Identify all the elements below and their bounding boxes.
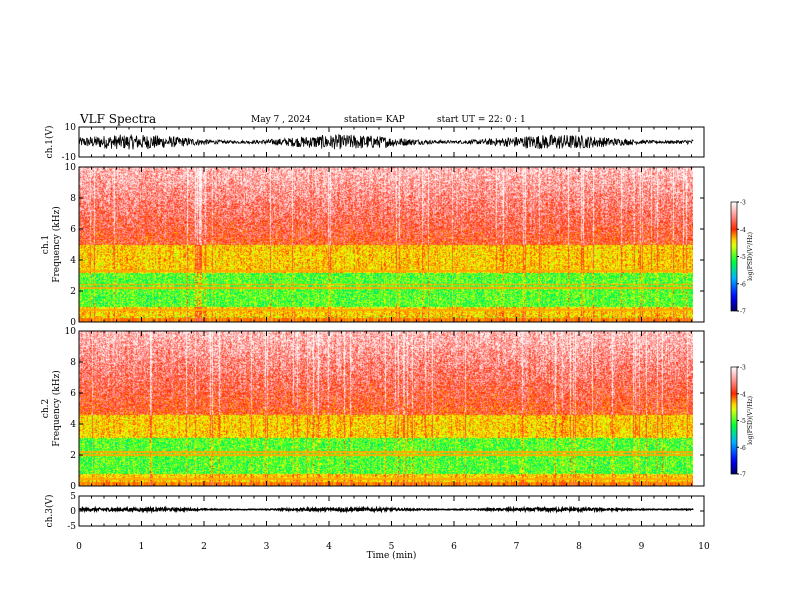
ch3-waveform-ytick-label: 0 [70, 507, 76, 517]
ch2-spectrogram-ytick-label: 2 [70, 451, 76, 461]
ch2-spectrogram-ylabel: Frequency (kHz) [51, 370, 62, 447]
ch2-spectrogram-image [79, 331, 693, 486]
xtick-label: 4 [326, 542, 332, 552]
ch1-spectrogram-ytick-label: 8 [70, 194, 76, 204]
xtick-label: 5 [389, 542, 395, 552]
ch1-spectrogram-colorbar [730, 201, 738, 312]
ch1-spectrogram-ytick-label: 10 [65, 163, 77, 173]
xtick-label: 7 [514, 542, 520, 552]
ch2-spectrogram-ytick-label: 0 [70, 482, 76, 492]
ch2-spectrogram-colorbar [730, 366, 738, 475]
ch3-waveform-trace [78, 505, 694, 514]
ch1-spectrogram-colorbar-tick-label: -7 [740, 309, 746, 316]
xtick-label: 3 [264, 542, 270, 552]
ch2-spectrogram-ytick-label: 6 [70, 389, 76, 399]
ch1-spectrogram-ytick-label: 2 [70, 287, 76, 297]
xtick-label: 10 [698, 542, 710, 552]
ch2-spectrogram-colorbar-tick-label: -5 [740, 418, 746, 425]
ch1-spectrogram-ytick-label: 6 [70, 225, 76, 235]
ch1-waveform-ylabel: ch.1(V) [44, 126, 55, 159]
ch1-waveform-ytick-label: -10 [62, 153, 77, 163]
plots-layer [78, 133, 694, 514]
x-axis-label: Time (min) [367, 550, 417, 561]
ch1-waveform-trace [78, 133, 694, 150]
ch1-spectrogram-colorbar-label: log(PSD)(V²/Hz) [747, 232, 754, 281]
station-label: station= KAP [344, 115, 405, 125]
xtick-label: 1 [139, 542, 145, 552]
ch1-spectrogram-colorbar-tick-label: -6 [740, 281, 746, 288]
ch2-spectrogram-channel-label: ch.2 [41, 399, 51, 418]
ch2-spectrogram-colorbar-tick-label: -4 [740, 391, 746, 398]
chart-title: VLF Spectra [80, 112, 157, 126]
ch1-spectrogram-channel-label: ch.1 [41, 235, 51, 254]
ch2-spectrogram-colorbar-tick-label: -3 [740, 365, 746, 372]
xtick-label: 6 [451, 542, 457, 552]
ch1-spectrogram-ylabel: Frequency (kHz) [51, 206, 62, 283]
ch2-spectrogram-colorbar-label: log(PSD)(V²/Hz) [747, 396, 754, 445]
ch1-spectrogram-ytick-label: 4 [70, 256, 76, 266]
ch1-spectrogram-ytick-label: 0 [70, 318, 76, 328]
ch1-spectrogram-image [79, 167, 693, 322]
ch1-spectrogram-colorbar-tick-label: -3 [740, 200, 746, 207]
xtick-label: 2 [201, 542, 207, 552]
xtick-label: 8 [576, 542, 582, 552]
ch2-spectrogram-colorbar-tick-label: -6 [740, 445, 746, 452]
xtick-label: 9 [639, 542, 645, 552]
ch3-waveform-ytick-label: -5 [67, 522, 76, 532]
ch1-spectrogram-colorbar-tick-label: -5 [740, 254, 746, 261]
ch2-spectrogram-ytick-label: 8 [70, 358, 76, 368]
ch1-waveform-ytick-label: 10 [65, 123, 77, 133]
ch2-spectrogram-ytick-label: 4 [70, 420, 76, 430]
ch2-spectrogram-ytick-label: 10 [65, 327, 77, 337]
ch3-waveform-ylabel: ch.3(V) [44, 495, 55, 528]
start-time-label: start UT = 22: 0 : 1 [437, 115, 526, 125]
date-label: May 7 , 2024 [251, 115, 311, 125]
ch3-waveform-ytick-label: 5 [70, 492, 76, 502]
ch2-spectrogram-colorbar-tick-label: -7 [740, 472, 746, 479]
xtick-label: 0 [76, 542, 82, 552]
ch1-spectrogram-colorbar-tick-label: -4 [740, 227, 746, 234]
